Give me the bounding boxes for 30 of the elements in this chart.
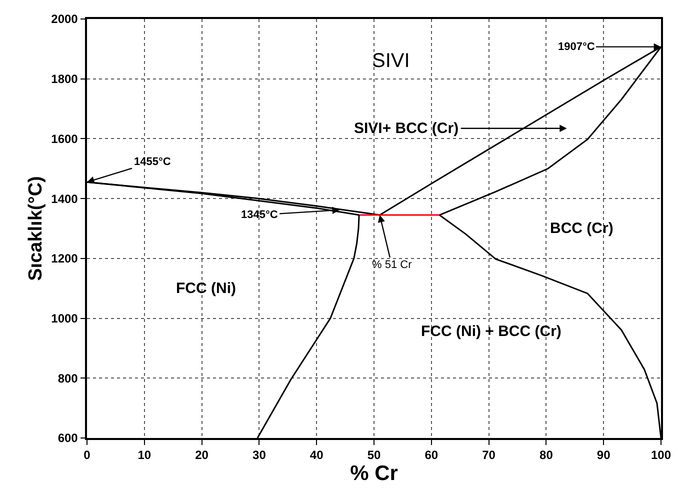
annotation: % 51 Cr (372, 259, 412, 271)
y-tick-label: 1000 (51, 311, 78, 326)
x-tick-label: 50 (367, 448, 381, 462)
annotation: SIVI+ BCC (Cr) (354, 120, 459, 137)
x-tick-label: 30 (252, 448, 266, 462)
x-tick-label: 80 (540, 448, 554, 462)
x-tick-label: 70 (482, 448, 496, 462)
annotation: SIVI (372, 50, 410, 72)
x-tick-label: 10 (138, 448, 152, 462)
x-axis-title: % Cr (350, 462, 398, 486)
annotation: 1455°C (134, 156, 171, 168)
y-tick-label: 1800 (51, 72, 78, 86)
x-tick-label: 20 (195, 448, 209, 462)
annotation: FCC (Ni) + BCC (Cr) (421, 323, 562, 340)
x-tick-label: 0 (84, 448, 91, 462)
annotation: 1907°C (558, 41, 595, 53)
annotation: BCC (Cr) (550, 220, 614, 237)
y-tick-label: 2000 (51, 12, 78, 26)
x-tick-label: 100 (650, 448, 672, 462)
y-tick-label: 1200 (51, 252, 78, 266)
y-tick-label: 600 (58, 431, 78, 446)
x-tick-label: 60 (424, 448, 438, 462)
annotation: FCC (Ni) (176, 280, 236, 297)
y-tick-label: 1600 (51, 132, 78, 146)
annotation: 1345°C (241, 209, 278, 221)
x-tick-label: 90 (596, 448, 611, 462)
y-tick-label: 1400 (51, 192, 78, 206)
y-tick-label: 800 (58, 371, 78, 386)
y-axis-title: Sıcaklık(°C) (25, 176, 46, 281)
x-tick-label: 40 (310, 448, 324, 462)
